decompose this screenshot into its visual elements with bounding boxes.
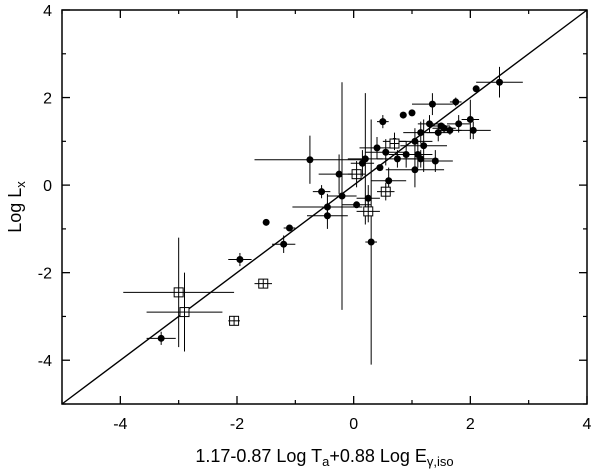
data-marks — [61, 9, 588, 405]
filled-circle-point — [452, 98, 460, 106]
filled-circle-point — [393, 155, 401, 163]
filled-circle-point — [306, 156, 314, 164]
filled-circle-point — [367, 238, 375, 246]
x-axis-title-subscript: a — [322, 454, 330, 469]
y-axis-title-part: Log L — [5, 188, 25, 233]
plot-frame — [61, 9, 588, 405]
filled-circle-point — [280, 240, 288, 248]
x-tick-label: -2 — [230, 416, 244, 433]
x-tick-label: -4 — [113, 416, 127, 433]
x-axis-title-part: +0.88 Log E — [329, 446, 427, 466]
filled-circle-point — [318, 188, 326, 196]
x-axis-title-part: 1.17-0.87 Log T — [195, 446, 322, 466]
x-tick-label: 2 — [466, 416, 475, 433]
filled-circle-point — [157, 334, 165, 342]
filled-circle-point — [411, 137, 419, 145]
filled-circle-point — [382, 148, 390, 156]
filled-circle-point — [364, 194, 372, 202]
filled-circle-point — [431, 157, 439, 165]
y-tick-label: 4 — [43, 3, 52, 20]
x-axis-title-subscript: γ,iso — [427, 454, 454, 469]
x-tick-label: 0 — [349, 416, 358, 433]
filled-circle-point — [335, 170, 343, 178]
filled-circle-point — [385, 177, 393, 185]
x-axis-title: 1.17-0.87 Log Ta+0.88 Log Eγ,iso — [195, 446, 453, 469]
y-tick-label: -4 — [38, 353, 52, 370]
filled-circle-point — [496, 78, 503, 86]
filled-circle-point — [469, 126, 477, 134]
y-tick-label: 2 — [43, 91, 52, 108]
filled-circle-point — [408, 109, 416, 117]
x-tick-label: 4 — [583, 416, 592, 433]
filled-circle-point — [323, 212, 331, 220]
filled-circle-point — [373, 144, 381, 152]
filled-circle-point — [472, 85, 480, 93]
filled-circle-point — [455, 120, 463, 128]
filled-circle-point — [361, 155, 369, 163]
filled-circle-point — [286, 224, 293, 232]
axis-ticks: -4 -2 0 2 4 -4 -2 0 2 4 — [38, 3, 592, 433]
filled-circle-point — [262, 218, 270, 226]
filled-circle-point — [379, 118, 387, 126]
filled-circle-point — [420, 142, 428, 150]
filled-circle-point — [353, 201, 361, 209]
filled-circle-point — [236, 256, 244, 264]
filled-circle-point — [466, 115, 474, 123]
filled-circle-point — [376, 164, 384, 172]
filled-circle-point — [426, 120, 433, 128]
y-axis-title: Log Lx — [5, 181, 28, 233]
filled-circle-point — [399, 111, 407, 119]
filled-circle-point — [338, 192, 346, 200]
filled-circle-point — [417, 129, 425, 137]
y-axis-title-subscript: x — [13, 181, 28, 188]
filled-circle-point — [428, 100, 436, 108]
y-tick-label: 0 — [43, 178, 52, 195]
filled-circle-point — [411, 166, 419, 174]
filled-circle-point — [446, 126, 454, 134]
y-tick-label: -2 — [38, 266, 52, 283]
